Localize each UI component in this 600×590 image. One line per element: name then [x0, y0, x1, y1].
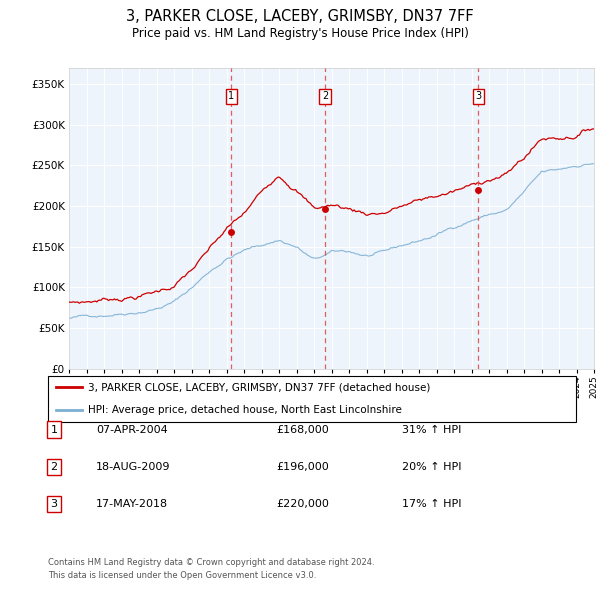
Text: 17-MAY-2018: 17-MAY-2018: [96, 499, 168, 509]
Text: 1: 1: [50, 425, 58, 434]
Text: 3: 3: [50, 499, 58, 509]
Text: 20% ↑ HPI: 20% ↑ HPI: [402, 462, 461, 471]
Text: 2: 2: [322, 91, 328, 101]
Text: 1: 1: [228, 91, 234, 101]
Text: £168,000: £168,000: [276, 425, 329, 434]
Text: 17% ↑ HPI: 17% ↑ HPI: [402, 499, 461, 509]
Text: 3, PARKER CLOSE, LACEBY, GRIMSBY, DN37 7FF (detached house): 3, PARKER CLOSE, LACEBY, GRIMSBY, DN37 7…: [88, 382, 430, 392]
Text: 3, PARKER CLOSE, LACEBY, GRIMSBY, DN37 7FF: 3, PARKER CLOSE, LACEBY, GRIMSBY, DN37 7…: [126, 9, 474, 24]
Text: Contains HM Land Registry data © Crown copyright and database right 2024.: Contains HM Land Registry data © Crown c…: [48, 558, 374, 566]
Text: 07-APR-2004: 07-APR-2004: [96, 425, 168, 434]
Text: This data is licensed under the Open Government Licence v3.0.: This data is licensed under the Open Gov…: [48, 571, 316, 579]
Text: 18-AUG-2009: 18-AUG-2009: [96, 462, 170, 471]
Text: HPI: Average price, detached house, North East Lincolnshire: HPI: Average price, detached house, Nort…: [88, 405, 401, 415]
Text: 3: 3: [475, 91, 481, 101]
Text: 2: 2: [50, 462, 58, 471]
Text: £196,000: £196,000: [276, 462, 329, 471]
Text: 31% ↑ HPI: 31% ↑ HPI: [402, 425, 461, 434]
Text: Price paid vs. HM Land Registry's House Price Index (HPI): Price paid vs. HM Land Registry's House …: [131, 27, 469, 40]
Text: £220,000: £220,000: [276, 499, 329, 509]
